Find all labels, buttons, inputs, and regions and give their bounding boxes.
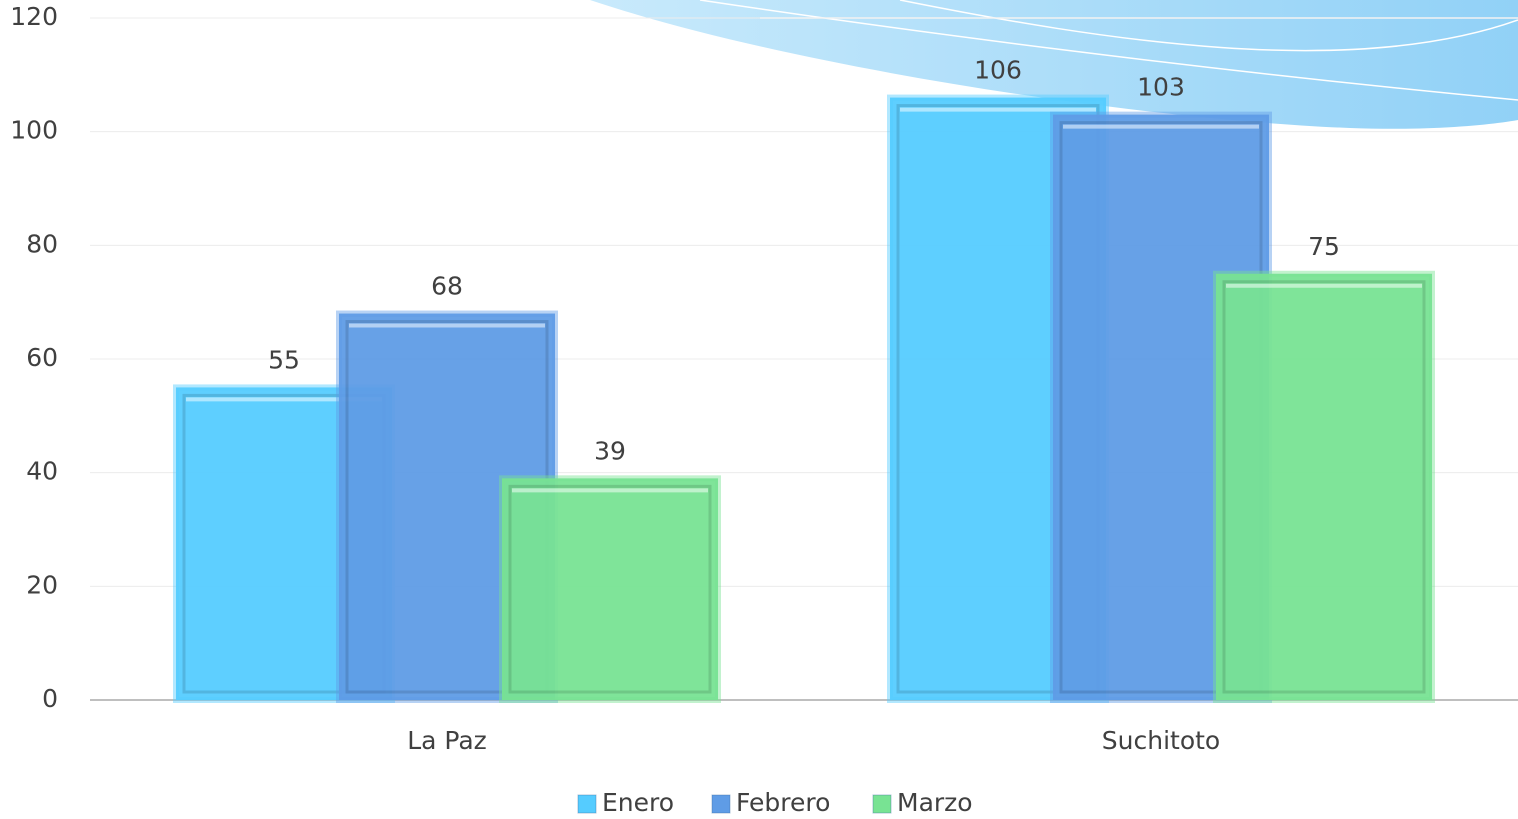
data-label: 103 xyxy=(1137,73,1185,102)
legend-label: Marzo xyxy=(897,788,973,817)
legend-label: Enero xyxy=(602,788,674,817)
legend-swatch xyxy=(872,794,892,814)
bar xyxy=(1213,270,1435,703)
data-label: 39 xyxy=(594,436,626,465)
bar-bevel xyxy=(508,484,712,694)
data-label: 55 xyxy=(268,345,300,374)
labels: 0 20 40 60 80 100 120 La Paz 55 68 39 Suchitoto 106 1… xyxy=(10,2,1340,817)
bars xyxy=(173,94,1435,704)
y-tick-label: 0 xyxy=(42,684,58,713)
bar-bevel xyxy=(1222,280,1426,694)
y-tick-label: 40 xyxy=(26,457,58,486)
y-tick-label: 20 xyxy=(26,570,58,599)
legend-label: Febrero xyxy=(736,788,830,817)
y-tick-label: 100 xyxy=(10,116,58,145)
y-tick-label: 80 xyxy=(26,229,58,258)
x-tick-label: Suchitoto xyxy=(1102,726,1220,755)
data-label: 75 xyxy=(1308,232,1340,261)
y-tick-label: 60 xyxy=(26,343,58,372)
y-tick-label: 120 xyxy=(10,2,58,31)
legend-swatch xyxy=(711,794,731,814)
bar xyxy=(499,475,721,703)
data-label: 68 xyxy=(431,272,463,301)
legend-swatch xyxy=(577,794,597,814)
x-tick-label: La Paz xyxy=(407,726,487,755)
data-label: 106 xyxy=(974,56,1022,85)
